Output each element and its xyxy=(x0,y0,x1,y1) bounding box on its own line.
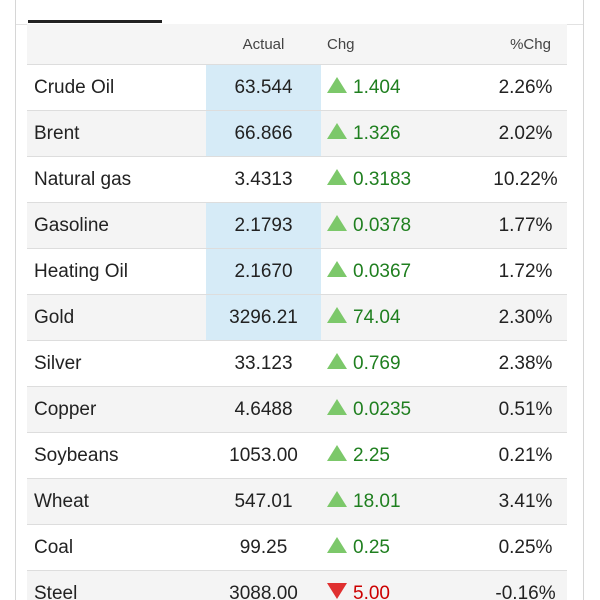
change-cell: 5.00 xyxy=(321,570,454,600)
header-name xyxy=(27,24,206,65)
active-tab-underline xyxy=(28,20,162,23)
change-value: 0.769 xyxy=(353,352,401,374)
triangle-up-icon xyxy=(327,77,347,94)
change-cell: 0.3183 xyxy=(321,156,454,203)
header-chg[interactable]: Chg xyxy=(321,24,454,65)
triangle-up-icon xyxy=(327,169,347,186)
table-row[interactable]: Silver 33.123 0.769 2.38% xyxy=(27,340,567,387)
change-value: 0.0378 xyxy=(353,214,412,236)
commodity-name[interactable]: Natural gas xyxy=(27,156,206,203)
change-cell: 2.25 xyxy=(321,432,454,479)
change-value: 5.00 xyxy=(353,582,390,600)
right-border xyxy=(583,0,584,600)
triangle-up-icon xyxy=(327,491,347,508)
triangle-up-icon xyxy=(327,353,347,370)
table-row[interactable]: Gasoline 2.1793 0.0378 1.77% xyxy=(27,202,567,249)
change-cell: 74.04 xyxy=(321,294,454,341)
change-value: 2.25 xyxy=(353,444,390,466)
left-border xyxy=(15,0,16,600)
tab-strip xyxy=(16,0,583,25)
percent-change-value: -0.16% xyxy=(454,570,567,600)
table-row[interactable]: Gold 3296.21 74.04 2.30% xyxy=(27,294,567,341)
change-value: 0.3183 xyxy=(353,168,412,190)
commodity-name[interactable]: Wheat xyxy=(27,478,206,525)
percent-change-value: 2.02% xyxy=(454,110,567,157)
commodity-name[interactable]: Brent xyxy=(27,110,206,157)
table-row[interactable]: Natural gas 3.4313 0.3183 10.22% xyxy=(27,156,567,203)
change-value: 0.0367 xyxy=(353,260,412,282)
table-row[interactable]: Coal 99.25 0.25 0.25% xyxy=(27,524,567,571)
change-cell: 18.01 xyxy=(321,478,454,525)
table-row[interactable]: Wheat 547.01 18.01 3.41% xyxy=(27,478,567,525)
percent-change-value: 2.38% xyxy=(454,340,567,387)
percent-change-value: 0.21% xyxy=(454,432,567,479)
commodity-name[interactable]: Silver xyxy=(27,340,206,387)
change-cell: 0.769 xyxy=(321,340,454,387)
triangle-up-icon xyxy=(327,215,347,232)
table-row[interactable]: Soybeans 1053.00 2.25 0.21% xyxy=(27,432,567,479)
commodity-name[interactable]: Gold xyxy=(27,294,206,341)
header-pct-chg[interactable]: %Chg xyxy=(454,24,567,65)
actual-value: 2.1670 xyxy=(206,248,321,295)
table-row[interactable]: Copper 4.6488 0.0235 0.51% xyxy=(27,386,567,433)
table-body: Crude Oil 63.544 1.404 2.26% Brent 66.866 1.32… xyxy=(27,64,567,600)
change-value: 74.04 xyxy=(353,306,401,328)
change-value: 18.01 xyxy=(353,490,401,512)
percent-change-value: 1.77% xyxy=(454,202,567,249)
commodity-name[interactable]: Soybeans xyxy=(27,432,206,479)
actual-value: 2.1793 xyxy=(206,202,321,249)
table-row[interactable]: Brent 66.866 1.326 2.02% xyxy=(27,110,567,157)
percent-change-value: 0.51% xyxy=(454,386,567,433)
triangle-up-icon xyxy=(327,307,347,324)
change-cell: 0.0367 xyxy=(321,248,454,295)
actual-value: 3.4313 xyxy=(206,156,321,203)
commodity-name[interactable]: Crude Oil xyxy=(27,64,206,111)
change-value: 0.25 xyxy=(353,536,390,558)
tab-other[interactable] xyxy=(226,0,426,24)
actual-value: 1053.00 xyxy=(206,432,321,479)
table-row[interactable]: Crude Oil 63.544 1.404 2.26% xyxy=(27,64,567,111)
change-value: 1.326 xyxy=(353,122,401,144)
triangle-down-icon xyxy=(327,583,347,600)
actual-value: 99.25 xyxy=(206,524,321,571)
change-value: 1.404 xyxy=(353,76,401,98)
header-actual[interactable]: Actual xyxy=(206,24,321,65)
change-cell: 0.0235 xyxy=(321,386,454,433)
triangle-up-icon xyxy=(327,261,347,278)
percent-change-value: 1.72% xyxy=(454,248,567,295)
commodity-name[interactable]: Copper xyxy=(27,386,206,433)
actual-value: 4.6488 xyxy=(206,386,321,433)
actual-value: 33.123 xyxy=(206,340,321,387)
actual-value: 3296.21 xyxy=(206,294,321,341)
actual-value: 547.01 xyxy=(206,478,321,525)
actual-value: 63.544 xyxy=(206,64,321,111)
commodities-table: Actual Chg %Chg Crude Oil 63.544 1.404 2.26… xyxy=(27,24,567,600)
percent-change-value: 3.41% xyxy=(454,478,567,525)
percent-change-value: 2.26% xyxy=(454,64,567,111)
actual-value: 3088.00 xyxy=(206,570,321,600)
triangle-up-icon xyxy=(327,445,347,462)
change-value: 0.0235 xyxy=(353,398,412,420)
triangle-up-icon xyxy=(327,123,347,140)
table-row[interactable]: Steel 3088.00 5.00 -0.16% xyxy=(27,570,567,600)
percent-change-value: 10.22% xyxy=(454,156,567,203)
commodity-name[interactable]: Coal xyxy=(27,524,206,571)
percent-change-value: 0.25% xyxy=(454,524,567,571)
commodity-name[interactable]: Steel xyxy=(27,570,206,600)
percent-change-value: 2.30% xyxy=(454,294,567,341)
triangle-up-icon xyxy=(327,399,347,416)
actual-value: 66.866 xyxy=(206,110,321,157)
commodity-name[interactable]: Heating Oil xyxy=(27,248,206,295)
table-row[interactable]: Heating Oil 2.1670 0.0367 1.72% xyxy=(27,248,567,295)
table-header-row: Actual Chg %Chg xyxy=(27,24,567,65)
change-cell: 0.25 xyxy=(321,524,454,571)
triangle-up-icon xyxy=(327,537,347,554)
change-cell: 1.326 xyxy=(321,110,454,157)
change-cell: 1.404 xyxy=(321,64,454,111)
change-cell: 0.0378 xyxy=(321,202,454,249)
commodity-name[interactable]: Gasoline xyxy=(27,202,206,249)
